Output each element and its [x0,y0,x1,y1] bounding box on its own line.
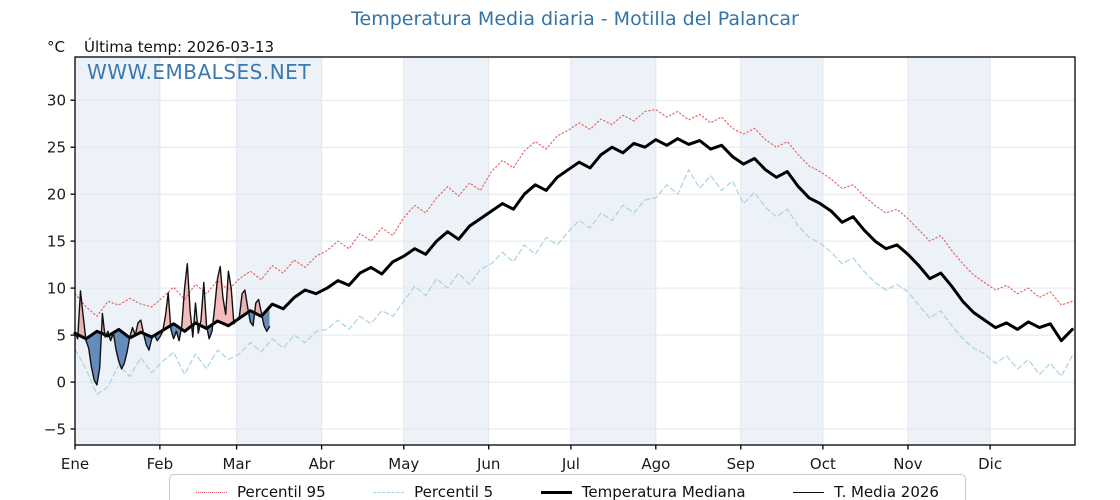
x-tick-label: Dic [978,455,1002,473]
legend-item-t-media-2026: T. Media 2026 [793,483,939,500]
legend-label: Temperatura Mediana [581,483,746,500]
x-tick-label: Oct [810,455,836,473]
legend-label: T. Media 2026 [834,483,939,500]
legend-label: Percentil 95 [237,483,326,500]
watermark: WWW.EMBALSES.NET [87,60,312,84]
series-line-t-media-2026 [74,263,271,386]
month-band [75,57,160,445]
month-band [236,57,322,445]
x-tick-label: Feb [147,455,174,473]
legend-item-percentil-5: Percentil 5 [373,483,493,500]
y-tick-label: 20 [47,185,66,203]
series-line-temperatura-mediana [73,137,1074,343]
chart-title: Temperatura Media diaria - Motilla del P… [351,8,799,30]
last-temp-label: Última temp: 2026-03-13 [84,38,275,56]
y-tick-label: 5 [56,326,66,344]
x-tick-label: Ago [641,455,670,473]
percentil-95-line-swatch [196,491,227,493]
y-tick-label: −5 [44,420,66,438]
fill-below-median [75,307,270,385]
y-axis-unit-label: °C [47,38,65,56]
x-tick-label: Nov [893,455,922,473]
temperatura-mediana-line-swatch [540,490,572,494]
x-tick-label: Jun [476,455,500,473]
t-media-2026-line-swatch [793,491,825,493]
y-tick-label: 0 [56,373,66,391]
month-band [907,57,991,445]
x-tick-label: Mar [222,455,251,473]
percentil-5-line-swatch [373,491,405,493]
y-tick-label: 30 [47,91,66,109]
x-tick-label: May [388,455,419,473]
y-tick-label: 10 [47,279,66,297]
x-tick-label: Ene [61,455,89,473]
month-band [740,57,823,445]
fill-above-median [75,263,270,339]
legend-item-temperatura-mediana: Temperatura Mediana [540,483,746,500]
series-line-percentil-95 [74,109,1073,317]
y-tick-label: 15 [47,232,66,250]
x-tick-label: Jul [561,455,580,473]
series-line-percentil-5 [74,169,1073,395]
legend-label: Percentil 5 [414,483,494,500]
x-tick-label: Sep [727,455,755,473]
legend: Percentil 95 Percentil 5 Temperatura Med… [169,474,966,500]
legend-item-percentil-95: Percentil 95 [196,483,326,500]
x-tick-label: Abr [309,455,336,473]
month-band [570,57,656,445]
y-tick-label: 25 [47,138,66,156]
plot-border [74,56,1076,446]
